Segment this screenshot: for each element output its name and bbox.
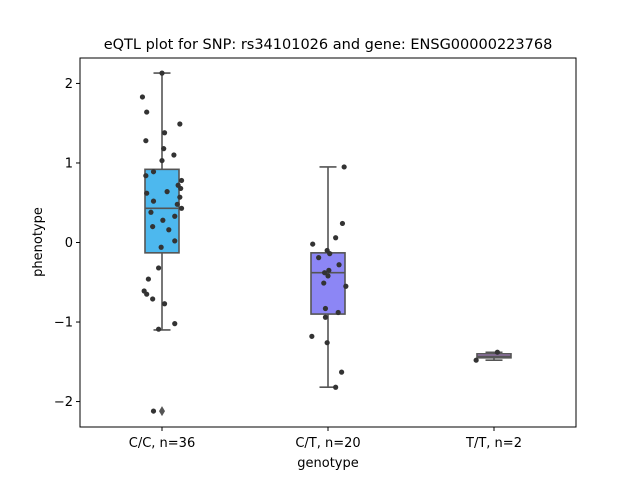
data-point: [158, 244, 164, 250]
data-point: [150, 198, 157, 204]
y-tick-label: −2: [54, 395, 73, 410]
data-point: [172, 321, 178, 327]
data-point: [335, 309, 341, 316]
data-point: [150, 169, 157, 175]
axes: −2 −1 0 1 2 C/C, n=36 C/T, n=20 T/T, n=2: [54, 77, 522, 451]
x-tick-label: C/T, n=20: [295, 436, 360, 451]
data-point: [156, 265, 162, 271]
data-point: [333, 384, 339, 390]
data-point: [144, 291, 150, 297]
y-tick-label: 2: [65, 77, 73, 92]
x-axis-label: genotype: [297, 456, 358, 471]
data-point: [145, 276, 151, 282]
y-tick-label: 1: [65, 156, 73, 171]
data-point: [150, 408, 157, 414]
plot-area: [139, 70, 512, 417]
data-point: [324, 340, 330, 346]
data-point: [159, 70, 165, 76]
data-point: [321, 280, 327, 286]
data-point: [143, 138, 149, 144]
data-point: [316, 255, 322, 261]
data-point: [178, 185, 184, 192]
data-point: [148, 209, 154, 215]
data-point: [333, 235, 339, 241]
data-point: [309, 333, 315, 339]
chart-title: eQTL plot for SNP: rs34101026 and gene: …: [104, 37, 553, 53]
data-point: [178, 177, 185, 184]
outlier-marker: [159, 406, 165, 417]
data-point: [322, 270, 328, 276]
data-point: [161, 130, 168, 136]
data-point: [172, 213, 178, 219]
data-point: [336, 262, 342, 268]
x-tick-label: T/T, n=2: [465, 436, 522, 451]
data-point: [339, 220, 346, 227]
box-iqr: [310, 252, 346, 315]
data-point: [341, 164, 347, 170]
data-point: [177, 194, 183, 200]
data-point: [161, 146, 167, 152]
data-point: [144, 190, 150, 196]
x-tick-label: C/C, n=36: [129, 436, 195, 451]
y-tick-label: −1: [54, 316, 73, 331]
data-point: [143, 173, 149, 179]
data-point: [161, 301, 168, 307]
data-point: [164, 189, 170, 195]
data-point: [156, 326, 162, 332]
data-point: [166, 227, 172, 233]
data-point: [325, 273, 331, 279]
data-point: [174, 201, 180, 207]
data-point: [310, 241, 316, 247]
data-point: [473, 357, 479, 363]
data-point: [171, 152, 177, 158]
data-point: [160, 217, 166, 223]
data-point: [178, 205, 185, 211]
data-point: [326, 267, 332, 273]
data-point: [339, 369, 345, 375]
y-tick-label: 0: [65, 236, 73, 251]
data-point: [322, 305, 329, 312]
data-point: [172, 238, 178, 244]
data-point: [159, 157, 165, 164]
data-point: [177, 121, 183, 127]
data-point: [494, 349, 500, 355]
data-point: [150, 296, 156, 302]
data-point: [343, 283, 349, 289]
data-point: [139, 94, 146, 100]
data-point: [322, 314, 329, 320]
data-point: [327, 251, 333, 257]
y-axis-label: phenotype: [31, 207, 46, 277]
data-point: [144, 109, 150, 115]
data-point: [150, 223, 156, 230]
